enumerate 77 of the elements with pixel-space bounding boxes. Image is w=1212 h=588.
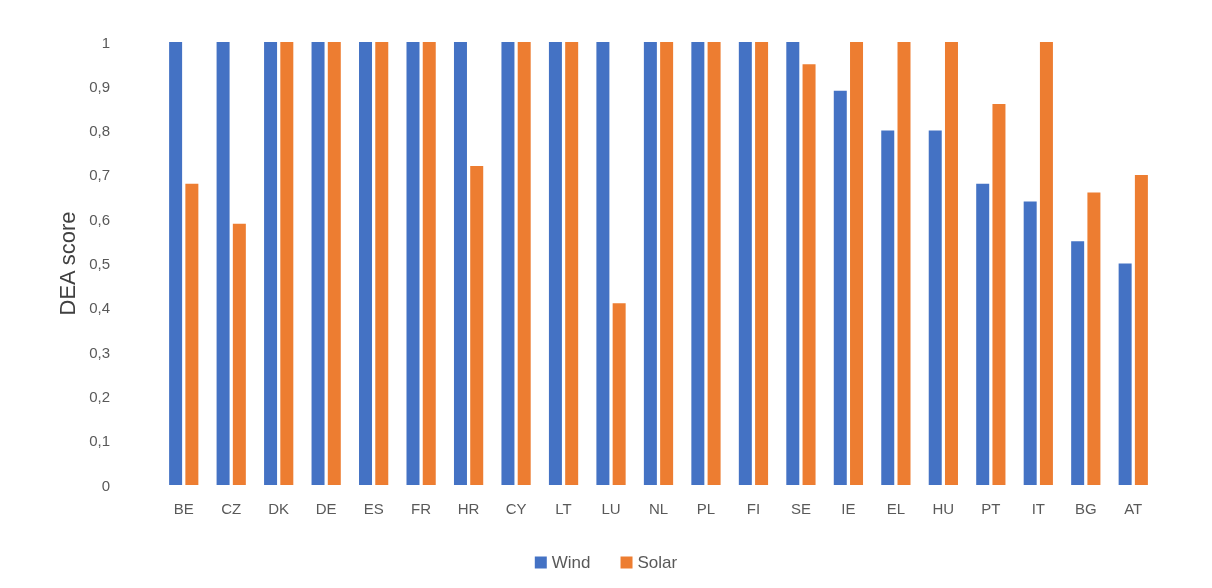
x-tick-label: NL — [648, 500, 669, 517]
bar — [660, 42, 674, 485]
bar — [185, 183, 199, 485]
bar — [691, 42, 705, 485]
bar — [565, 42, 579, 485]
x-tick-label: BE — [173, 500, 194, 517]
bar — [928, 130, 942, 485]
bar — [897, 42, 911, 485]
bar — [738, 42, 752, 485]
bar — [786, 42, 800, 485]
bar — [406, 42, 420, 485]
y-tick-label: 0,9 — [89, 77, 110, 95]
bar — [755, 42, 769, 485]
bar — [548, 42, 562, 485]
bar — [643, 42, 657, 485]
x-tick-label: LU — [601, 500, 621, 517]
bar — [422, 42, 436, 485]
y-tick-label: 0,3 — [89, 343, 110, 361]
bar — [1071, 241, 1085, 485]
x-tick-label: DK — [268, 500, 290, 517]
y-tick-label: 0,1 — [89, 432, 110, 450]
y-axis-title: DEA score — [54, 211, 80, 316]
bar — [850, 42, 864, 485]
x-tick-label: LT — [555, 500, 572, 517]
y-tick-label: 1 — [101, 33, 110, 51]
bar — [216, 42, 230, 485]
bar — [802, 64, 816, 485]
x-tick-label: ES — [363, 500, 384, 517]
bar — [881, 130, 895, 485]
x-tick-label: EL — [886, 500, 906, 517]
bar — [612, 303, 626, 485]
bar — [169, 42, 183, 485]
bar — [707, 42, 721, 485]
bar — [833, 90, 847, 485]
x-tick-label: CZ — [221, 500, 242, 517]
bar — [976, 183, 990, 485]
bar — [359, 42, 373, 485]
bar — [453, 42, 467, 485]
x-tick-label: HU — [932, 500, 955, 517]
bar — [944, 42, 958, 485]
bar — [501, 42, 515, 485]
bar — [1023, 201, 1037, 485]
x-tick-label: DE — [315, 500, 337, 517]
bar — [264, 42, 278, 485]
x-tick-label: CY — [505, 500, 527, 517]
legend-label: Solar — [637, 553, 678, 572]
y-tick-label: 0,6 — [89, 210, 110, 228]
y-tick-label: 0,5 — [89, 255, 110, 272]
x-tick-label: PT — [981, 500, 1001, 517]
bar — [1134, 174, 1148, 485]
bar — [1087, 192, 1101, 485]
bar — [517, 42, 531, 485]
legend-label: Wind — [551, 553, 591, 572]
x-tick-label: HR — [457, 500, 480, 517]
bar — [280, 42, 294, 485]
y-tick-label: 0 — [101, 476, 110, 494]
y-tick-label: 0,4 — [89, 299, 110, 317]
x-tick-label: FR — [411, 500, 432, 517]
bar — [232, 223, 246, 485]
bar — [375, 42, 389, 485]
y-tick-label: 0,7 — [89, 166, 110, 184]
bar — [1039, 42, 1053, 485]
x-tick-label: PL — [696, 500, 716, 517]
bar — [596, 42, 610, 485]
bar — [1118, 263, 1132, 485]
bar — [327, 42, 341, 485]
bar — [992, 104, 1006, 485]
x-tick-label: IT — [1031, 500, 1045, 517]
bar — [470, 166, 484, 485]
x-tick-label: AT — [1124, 500, 1143, 517]
x-tick-label: SE — [790, 500, 811, 517]
bar — [311, 42, 325, 485]
x-tick-label: FI — [746, 500, 761, 517]
y-tick-label: 0,8 — [89, 122, 110, 140]
y-tick-label: 0,2 — [89, 387, 110, 405]
x-tick-label: IE — [841, 500, 856, 517]
x-tick-label: BG — [1074, 500, 1097, 517]
